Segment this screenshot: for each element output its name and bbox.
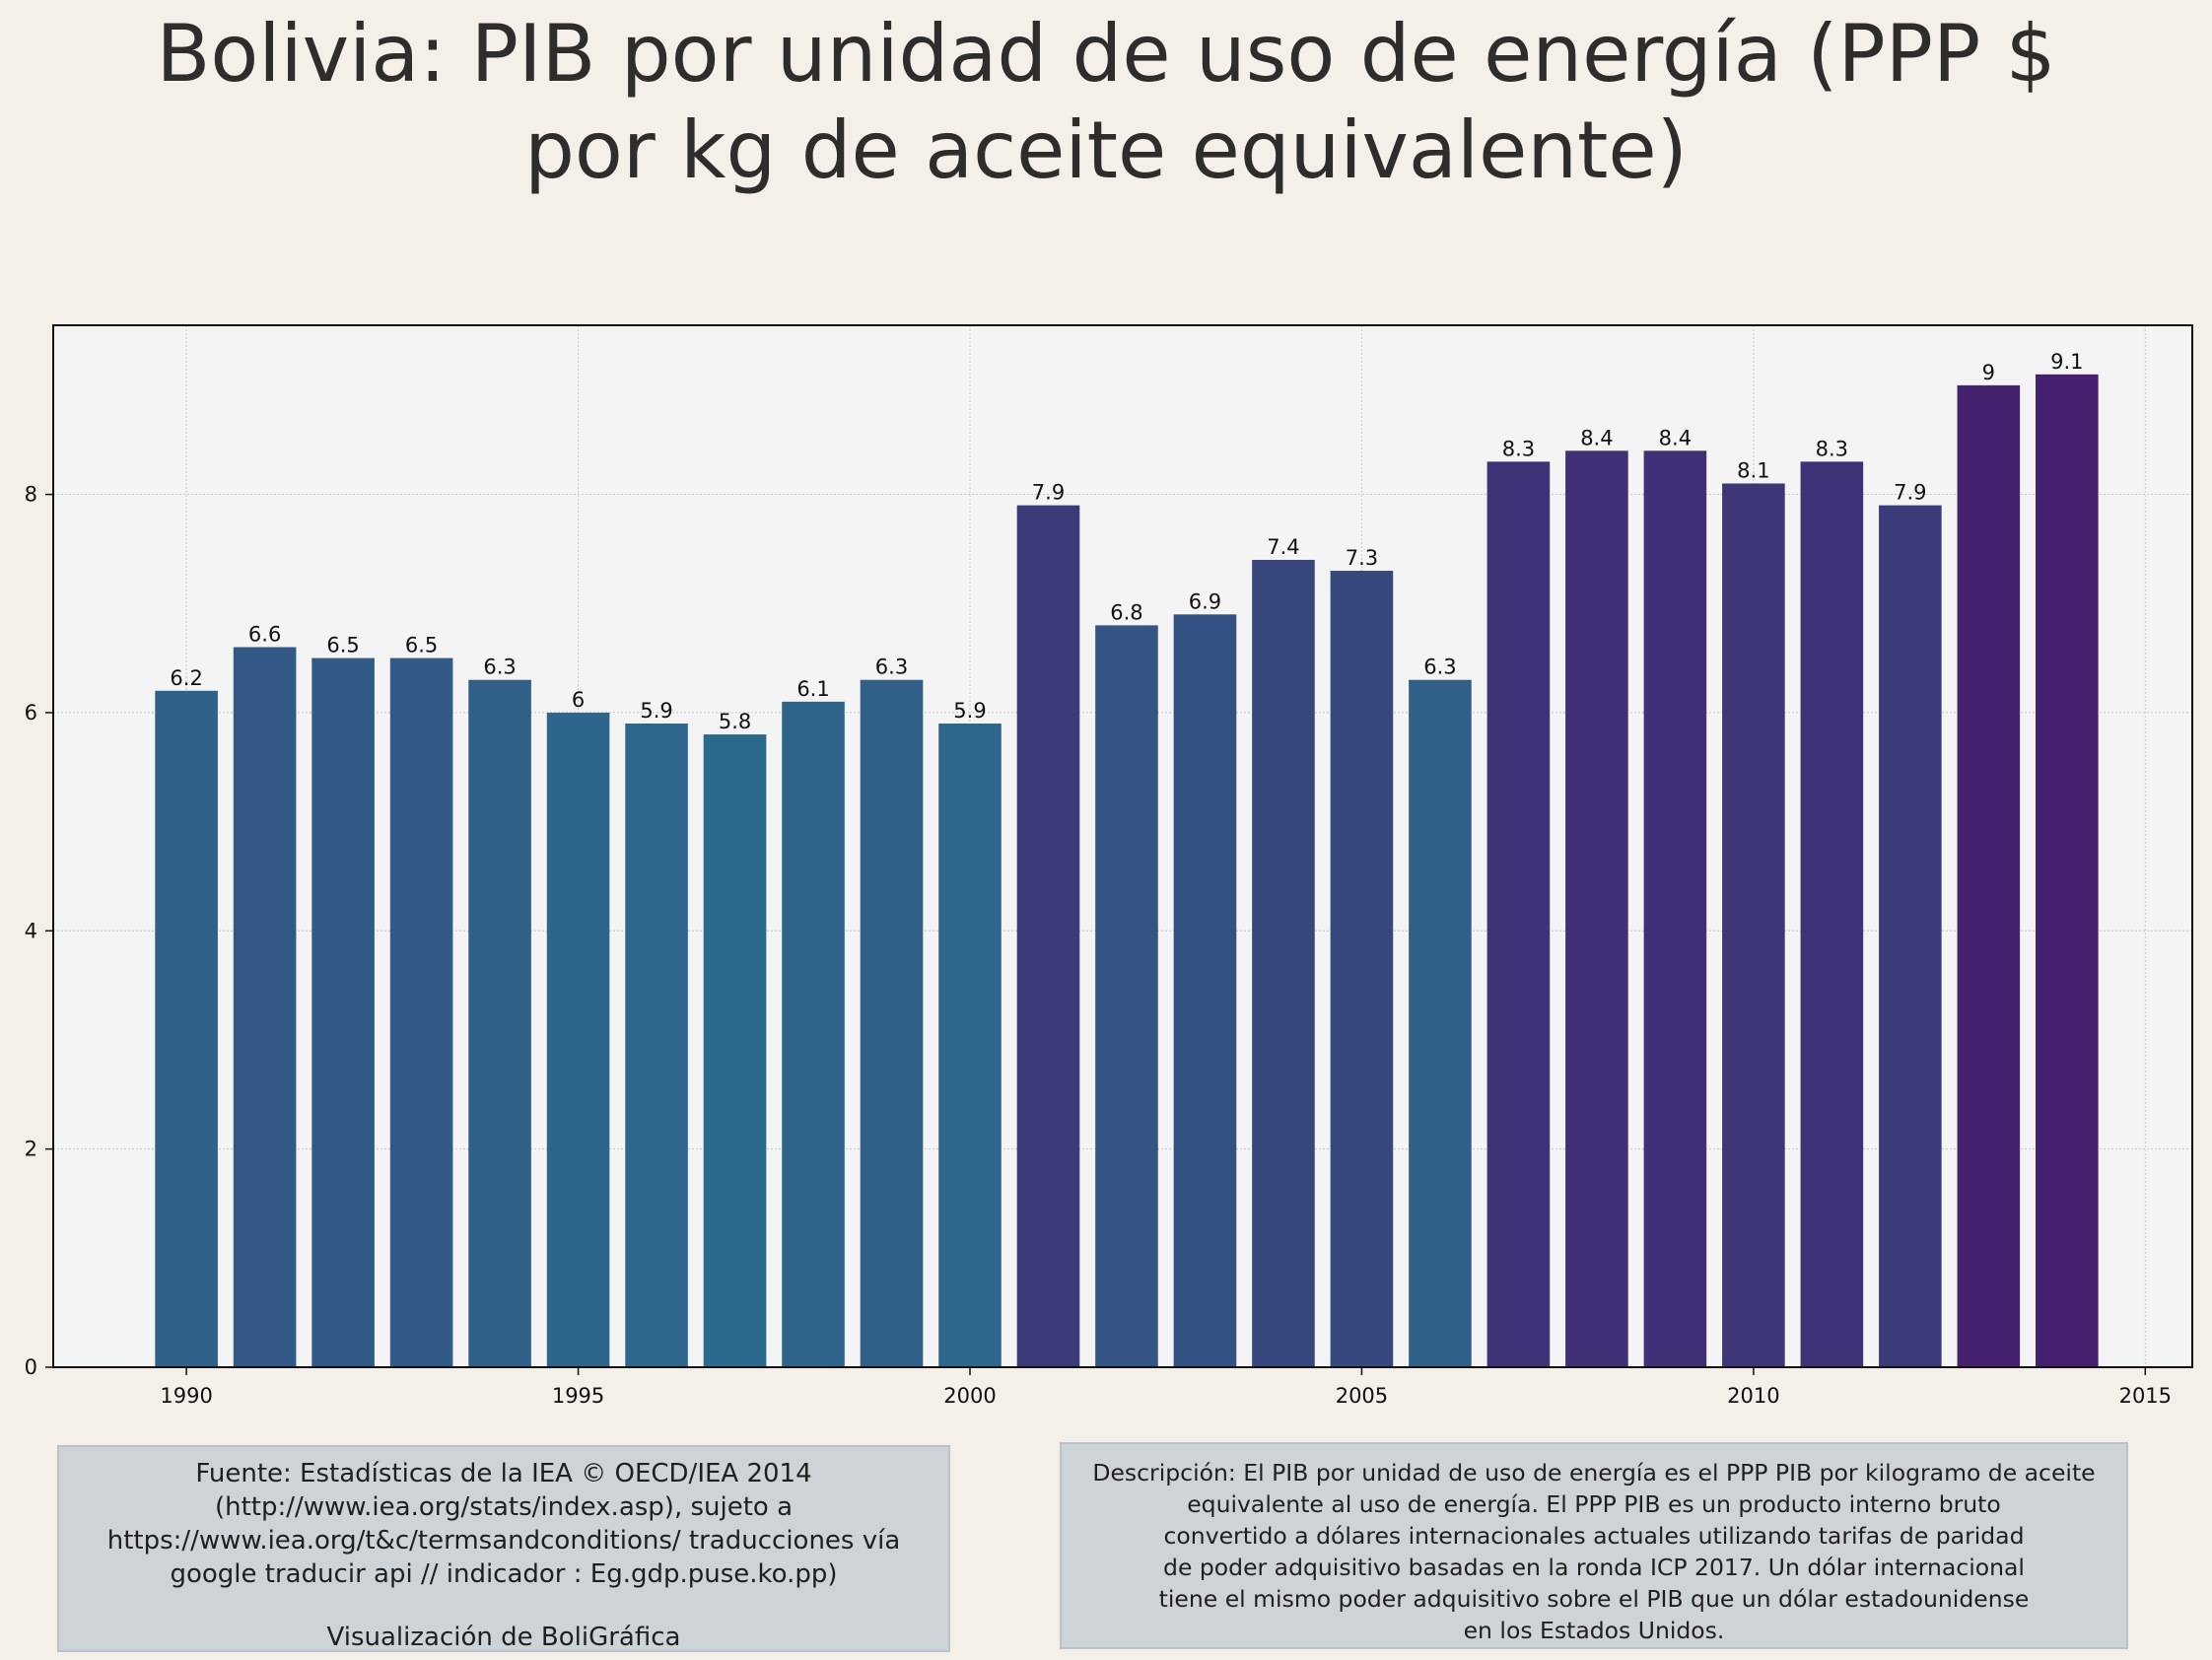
y-tick-label: 4 xyxy=(25,919,37,942)
bar-1990 xyxy=(155,690,218,1367)
data-label-2010: 8.1 xyxy=(1737,458,1769,482)
data-label-1998: 6.1 xyxy=(796,677,829,701)
chart-title-line-1: Bolivia: PIB por unidad de uso de energí… xyxy=(156,8,2056,100)
bar-2010 xyxy=(1722,483,1785,1367)
source-line-3: https://www.iea.org/t&c/termsandconditio… xyxy=(106,1526,901,1556)
data-label-2007: 8.3 xyxy=(1502,437,1535,460)
bar-chart: 6.2 6.6 6.5 6.5 6.3 6 5.9 5.8 6.1 6.3 5.9 7.9 6.8 6.9… xyxy=(25,324,2193,1408)
source-line-1: Fuente: Estadísticas de la IEA © OECD/IE… xyxy=(195,1459,812,1488)
chart-title-line-2: por kg de aceite equivalente) xyxy=(524,104,1688,196)
bar-1995 xyxy=(546,712,610,1367)
bar-2009 xyxy=(1643,450,1707,1367)
data-label-1993: 6.5 xyxy=(405,634,438,657)
bar-2001 xyxy=(1016,505,1080,1367)
x-tick-label: 2015 xyxy=(2119,1384,2172,1408)
bar-2003 xyxy=(1173,614,1237,1367)
data-label-2008: 8.4 xyxy=(1580,426,1613,450)
bar-2000 xyxy=(938,723,1002,1367)
data-label-2003: 6.9 xyxy=(1189,589,1221,613)
bar-2012 xyxy=(1879,505,1942,1367)
bars xyxy=(155,374,2099,1367)
bar-1999 xyxy=(860,679,924,1367)
bar-2006 xyxy=(1409,679,1472,1367)
bar-2007 xyxy=(1486,461,1551,1367)
bar-2011 xyxy=(1800,461,1864,1367)
plot-frame xyxy=(52,324,2193,1368)
x-tick-label: 2000 xyxy=(943,1384,996,1408)
x-tick-label: 2010 xyxy=(1727,1384,1779,1408)
data-label-2012: 7.9 xyxy=(1894,481,1926,505)
bar-1991 xyxy=(233,647,297,1367)
y-axis-ticks: 0 2 4 6 8 xyxy=(25,483,53,1379)
data-label-1997: 5.8 xyxy=(719,710,751,733)
description-line-6: en los Estados Unidos. xyxy=(1463,1617,1725,1644)
data-label-2002: 6.8 xyxy=(1110,600,1142,624)
source-line-4: google traducir api // indicador : Eg.gd… xyxy=(170,1559,838,1589)
bar-1996 xyxy=(625,723,688,1367)
bar-1997 xyxy=(703,734,767,1367)
bar-2014 xyxy=(2036,374,2099,1367)
data-label-1992: 6.5 xyxy=(326,634,359,657)
bar-2005 xyxy=(1330,571,1394,1367)
bar-2008 xyxy=(1565,450,1628,1367)
x-tick-label: 2005 xyxy=(1336,1384,1388,1408)
data-label-2009: 8.4 xyxy=(1659,426,1692,450)
y-tick-label: 8 xyxy=(25,483,37,507)
x-tick-label: 1995 xyxy=(552,1384,604,1408)
source-note: Fuente: Estadísticas de la IEA © OECD/IE… xyxy=(57,1445,950,1652)
data-label-2006: 6.3 xyxy=(1423,656,1456,679)
data-labels: 6.2 6.6 6.5 6.5 6.3 6 5.9 5.8 6.1 6.3 5.9 7.9 6.8 6.9… xyxy=(170,350,2083,733)
bar-2002 xyxy=(1095,625,1158,1367)
description-line-2: equivalente al uso de energía. El PPP PI… xyxy=(1187,1490,2001,1518)
data-label-2001: 7.9 xyxy=(1032,481,1065,505)
y-tick-label: 2 xyxy=(25,1138,37,1161)
bar-2004 xyxy=(1252,559,1315,1367)
x-axis-ticks: 1990 1995 2000 2005 2010 2015 xyxy=(160,1367,2172,1408)
bar-2013 xyxy=(1957,384,2021,1367)
description-line-3: convertido a dólares internacionales act… xyxy=(1163,1522,2025,1550)
data-label-1991: 6.6 xyxy=(248,623,281,647)
bar-1994 xyxy=(468,679,531,1367)
description-line-4: de poder adquisitivo basadas en la ronda… xyxy=(1163,1554,2025,1581)
description-note: Descripción: El PIB por unidad de uso de… xyxy=(1060,1442,2128,1649)
data-label-2014: 9.1 xyxy=(2050,350,2083,374)
data-label-1999: 6.3 xyxy=(875,656,908,679)
x-tick-label: 1990 xyxy=(160,1384,212,1408)
y-tick-label: 6 xyxy=(25,701,37,725)
bar-1993 xyxy=(389,657,453,1367)
description-line-5: tiene el mismo poder adquisitivo sobre e… xyxy=(1158,1585,2030,1613)
y-tick-label: 0 xyxy=(25,1355,37,1379)
data-label-2000: 5.9 xyxy=(953,699,986,723)
data-label-2013: 9 xyxy=(1982,361,1995,384)
data-label-2005: 7.3 xyxy=(1346,546,1378,570)
data-label-1995: 6 xyxy=(572,688,585,712)
data-label-2011: 8.3 xyxy=(1816,437,1848,460)
data-label-1996: 5.9 xyxy=(640,699,672,723)
bar-1992 xyxy=(311,657,375,1367)
credit-text: Visualización de BoliGráfica xyxy=(326,1623,681,1652)
data-label-1994: 6.3 xyxy=(483,656,516,679)
source-line-2: (http://www.iea.org/stats/index.asp), su… xyxy=(214,1492,794,1522)
data-label-2004: 7.4 xyxy=(1267,535,1299,559)
data-label-1990: 6.2 xyxy=(170,666,202,690)
description-line-1: Descripción: El PIB por unidad de uso de… xyxy=(1092,1459,2096,1487)
chart-title: Bolivia: PIB por unidad de uso de energí… xyxy=(0,6,2212,199)
bar-1998 xyxy=(782,701,845,1367)
